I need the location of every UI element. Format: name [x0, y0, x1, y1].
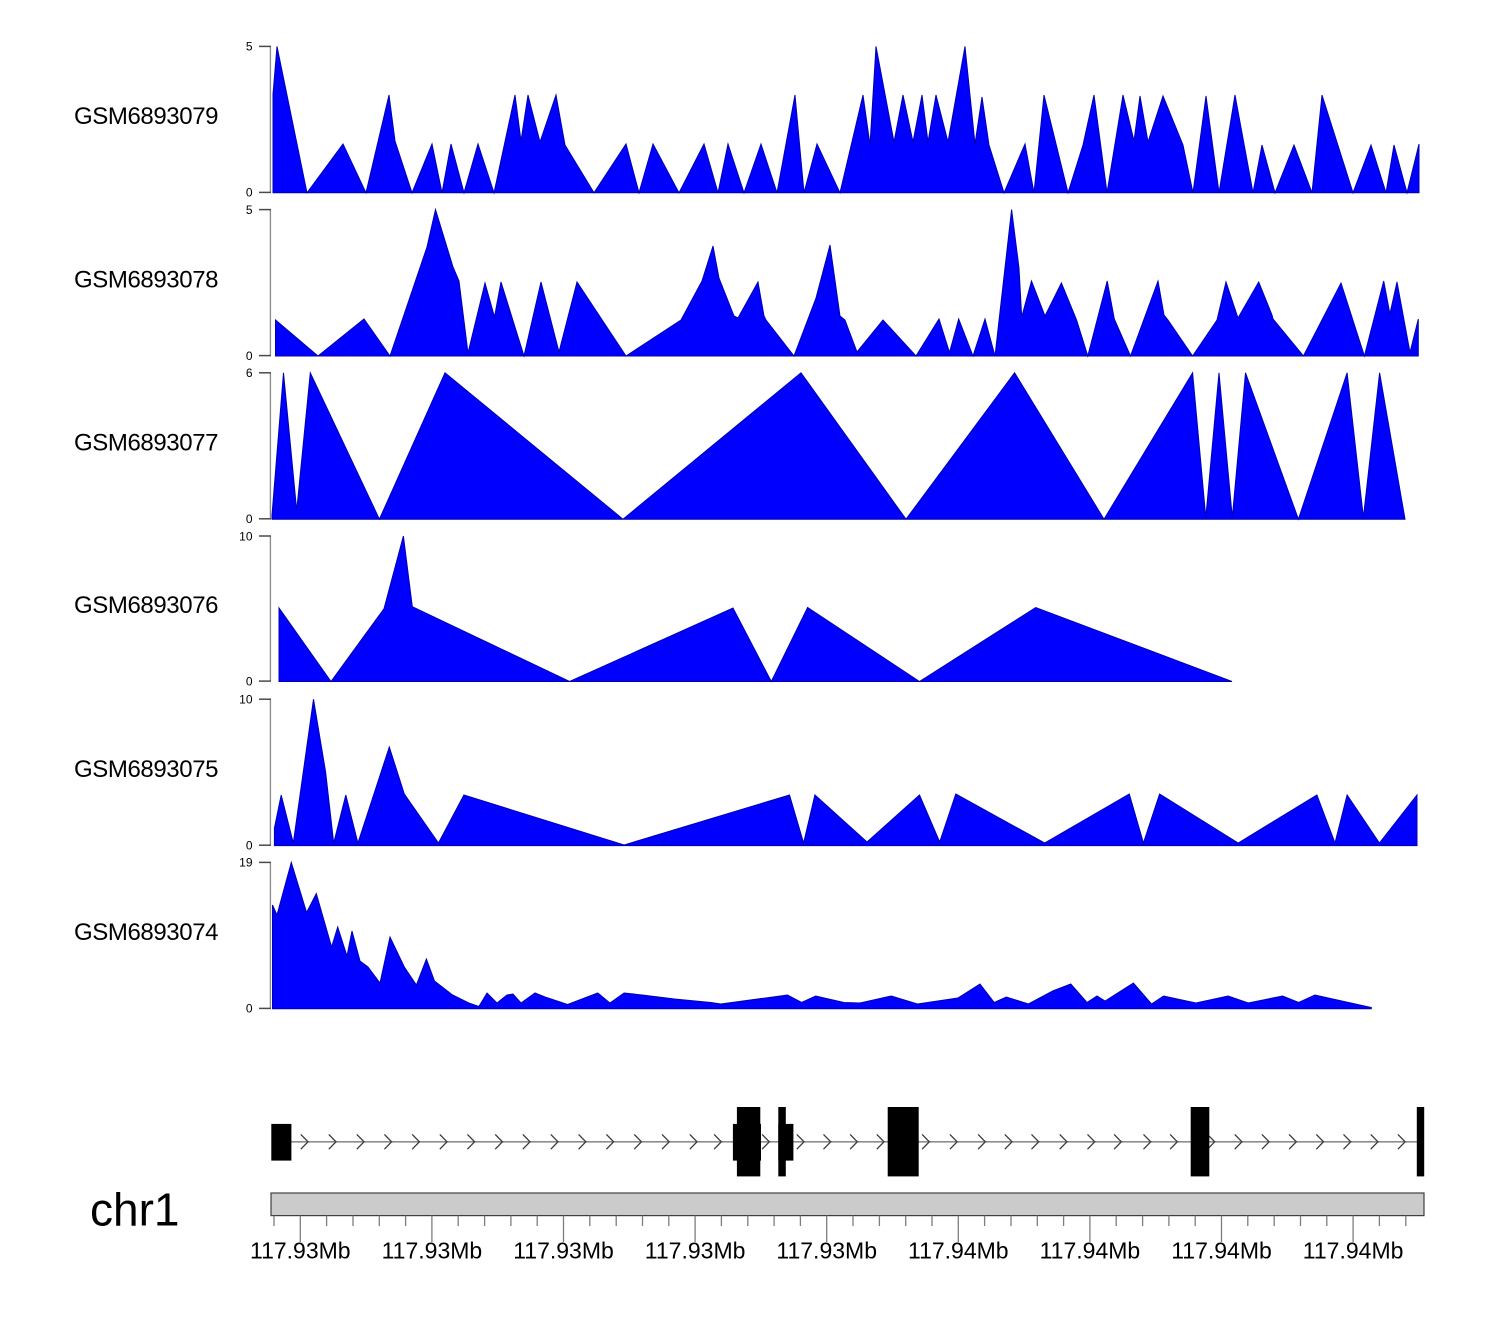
- svg-text:GSM6893078: GSM6893078: [74, 266, 218, 293]
- svg-text:117.93Mb: 117.93Mb: [513, 1238, 614, 1264]
- svg-text:10: 10: [239, 529, 253, 543]
- svg-text:GSM6893077: GSM6893077: [74, 430, 218, 457]
- svg-text:117.93Mb: 117.93Mb: [250, 1238, 351, 1264]
- svg-text:117.93Mb: 117.93Mb: [645, 1238, 746, 1264]
- svg-text:0: 0: [246, 674, 253, 688]
- svg-text:0: 0: [246, 349, 253, 363]
- svg-text:0: 0: [246, 512, 253, 526]
- svg-text:117.94Mb: 117.94Mb: [1040, 1238, 1141, 1264]
- svg-text:117.94Mb: 117.94Mb: [1171, 1238, 1272, 1264]
- svg-text:117.94Mb: 117.94Mb: [908, 1238, 1009, 1264]
- svg-text:GSM6893079: GSM6893079: [74, 103, 218, 130]
- svg-text:GSM6893076: GSM6893076: [74, 592, 218, 619]
- svg-text:19: 19: [239, 856, 253, 870]
- svg-text:chr1: chr1: [90, 1183, 179, 1235]
- svg-text:0: 0: [246, 839, 253, 853]
- svg-text:117.93Mb: 117.93Mb: [776, 1238, 877, 1264]
- svg-text:0: 0: [246, 1002, 253, 1016]
- svg-text:10: 10: [239, 693, 253, 707]
- svg-text:6: 6: [246, 366, 253, 380]
- svg-text:117.93Mb: 117.93Mb: [382, 1238, 483, 1264]
- svg-text:GSM6893075: GSM6893075: [74, 756, 218, 783]
- svg-text:117.94Mb: 117.94Mb: [1303, 1238, 1404, 1264]
- svg-text:5: 5: [246, 203, 253, 217]
- svg-text:GSM6893074: GSM6893074: [74, 919, 218, 946]
- svg-text:0: 0: [246, 186, 253, 200]
- svg-text:5: 5: [246, 40, 253, 54]
